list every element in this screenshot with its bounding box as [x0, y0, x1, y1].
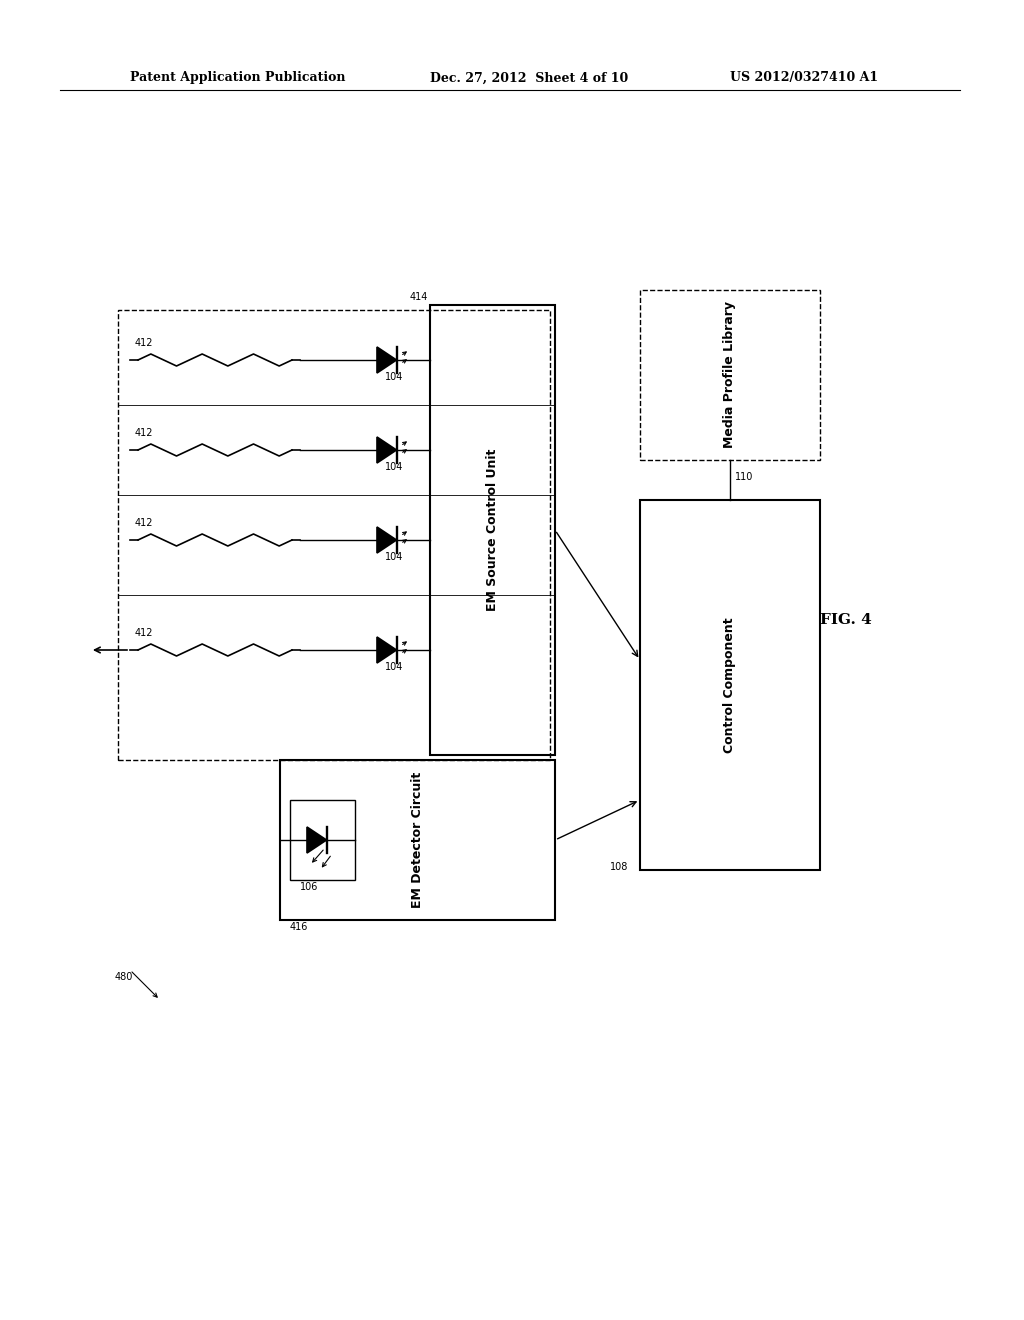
- Bar: [280, 760, 555, 920]
- Text: Control Component: Control Component: [724, 618, 736, 752]
- Text: Dec. 27, 2012  Sheet 4 of 10: Dec. 27, 2012 Sheet 4 of 10: [430, 71, 629, 84]
- Polygon shape: [377, 437, 396, 463]
- Bar: [118, 310, 550, 760]
- Text: 416: 416: [290, 921, 308, 932]
- Text: Media Profile Library: Media Profile Library: [724, 301, 736, 449]
- Bar: [430, 305, 555, 755]
- Text: 106: 106: [300, 882, 318, 892]
- Polygon shape: [377, 638, 396, 663]
- Bar: [640, 290, 820, 459]
- Text: 110: 110: [735, 473, 754, 482]
- Polygon shape: [377, 527, 396, 553]
- Text: FIG. 4: FIG. 4: [820, 612, 871, 627]
- Text: 104: 104: [385, 663, 403, 672]
- Text: US 2012/0327410 A1: US 2012/0327410 A1: [730, 71, 879, 84]
- Bar: [640, 500, 820, 870]
- Polygon shape: [307, 828, 327, 853]
- Text: 412: 412: [135, 628, 154, 638]
- Polygon shape: [377, 347, 396, 374]
- Text: 480: 480: [115, 972, 133, 982]
- Bar: [290, 800, 355, 880]
- Text: 104: 104: [385, 552, 403, 562]
- Text: 104: 104: [385, 462, 403, 473]
- Text: 108: 108: [610, 862, 629, 873]
- Text: 104: 104: [385, 372, 403, 381]
- Text: 412: 412: [135, 428, 154, 438]
- Text: Patent Application Publication: Patent Application Publication: [130, 71, 345, 84]
- Text: EM Detector Circuit: EM Detector Circuit: [411, 772, 424, 908]
- Text: 414: 414: [410, 292, 428, 302]
- Text: 412: 412: [135, 517, 154, 528]
- Text: 412: 412: [135, 338, 154, 348]
- Text: EM Source Control Unit: EM Source Control Unit: [486, 449, 499, 611]
